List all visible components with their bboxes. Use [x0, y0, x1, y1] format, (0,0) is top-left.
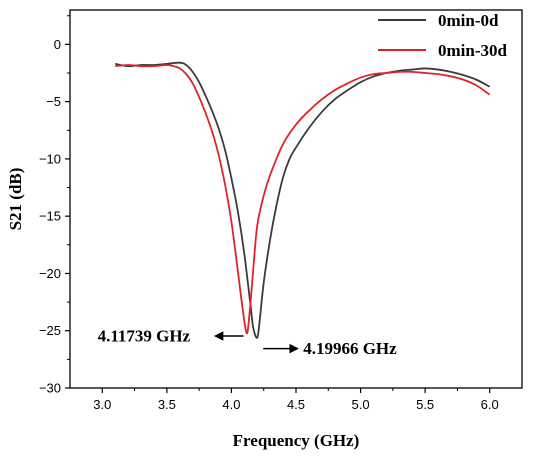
- x-tick-label: 4.5: [287, 397, 305, 412]
- annotations: 4.11739 GHz 4.19966 GHz: [98, 327, 398, 359]
- y-tick-label: −10: [39, 151, 61, 166]
- annotation-arrow-left: [213, 331, 244, 341]
- series-line-0min-0d: [115, 61, 491, 339]
- x-tick-label: 3.5: [158, 397, 176, 412]
- y-axis-ticks: 0 −5 −10 −15 −20 −25 −30: [39, 15, 70, 396]
- y-tick-label: −25: [39, 323, 61, 338]
- x-tick-label: 5.0: [352, 397, 370, 412]
- series-lines: [115, 61, 491, 339]
- legend-label-0min-0d: 0min-0d: [438, 11, 499, 30]
- y-tick-label: −30: [39, 381, 61, 396]
- y-tick-label: 0: [54, 37, 61, 52]
- legend-label-0min-30d: 0min-30d: [438, 41, 508, 60]
- x-tick-label: 4.0: [222, 397, 240, 412]
- annotation-label-right: 4.19966 GHz: [303, 339, 397, 358]
- x-axis-ticks: 3.0 3.5 4.0 4.5 5.0 5.5 6.0: [93, 388, 499, 412]
- x-tick-label: 6.0: [481, 397, 499, 412]
- y-tick-label: −20: [39, 266, 61, 281]
- x-tick-label: 3.0: [93, 397, 111, 412]
- x-tick-label: 5.5: [416, 397, 434, 412]
- annotation-arrow-right: [263, 343, 299, 354]
- x-axis-title: Frequency (GHz): [233, 431, 360, 450]
- annotation-label-left: 4.11739 GHz: [98, 327, 191, 346]
- y-tick-label: −15: [39, 209, 61, 224]
- legend: 0min-0d 0min-30d: [378, 11, 508, 60]
- series-line-0min-30d: [115, 64, 491, 335]
- y-axis-title: S21 (dB): [6, 168, 25, 231]
- y-tick-label: −5: [46, 94, 61, 109]
